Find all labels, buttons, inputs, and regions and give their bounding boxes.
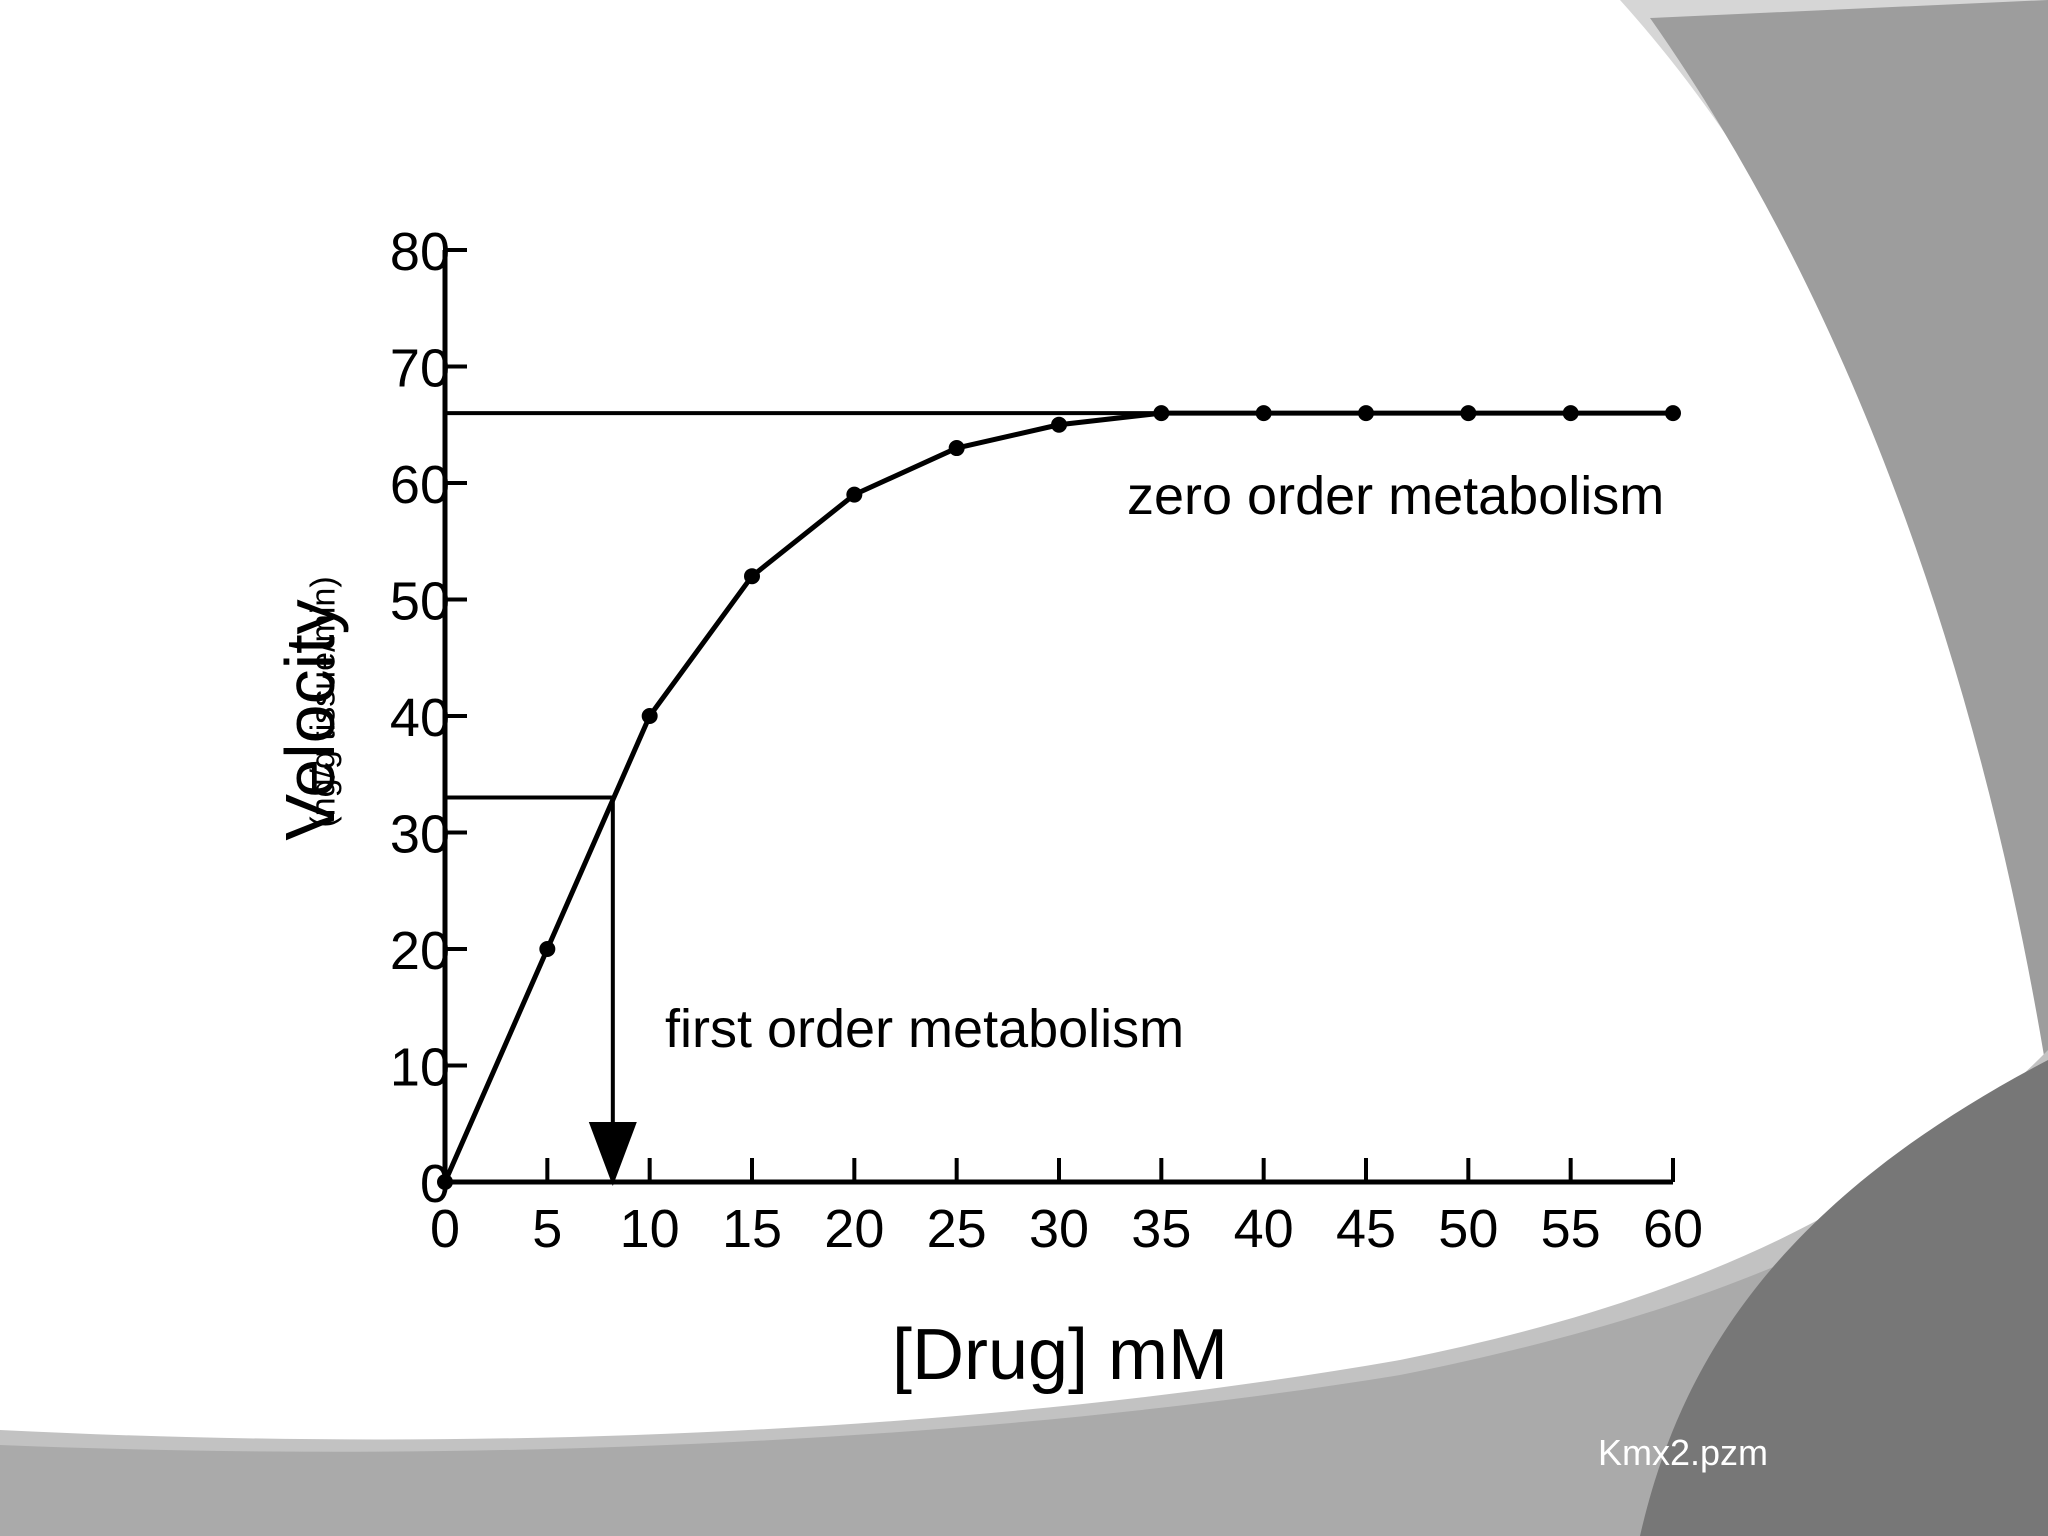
data-point <box>1562 405 1579 422</box>
data-point <box>641 708 658 724</box>
data-point <box>846 486 863 503</box>
y-tick-label: 70 <box>390 339 450 399</box>
y-axis-unit-label: (ng/g tissue/min) <box>304 576 343 828</box>
x-tick-label: 45 <box>1336 1199 1396 1259</box>
x-tick-label: 15 <box>722 1199 782 1259</box>
data-point <box>1153 405 1170 422</box>
annotation-zero-order: zero order metabolism <box>1127 466 1665 526</box>
y-tick-label: 30 <box>390 805 450 865</box>
series-line <box>437 405 1681 1190</box>
x-tick-label: 40 <box>1234 1199 1294 1259</box>
reference-lines <box>445 411 1673 1186</box>
x-axis-label: [Drug] mM <box>891 1315 1229 1395</box>
x-tick-label: 25 <box>927 1199 987 1259</box>
y-tick-label: 60 <box>390 455 450 515</box>
x-tick-label: 5 <box>532 1199 562 1259</box>
y-tick-label: 40 <box>390 688 450 748</box>
x-tick-label: 60 <box>1643 1199 1703 1259</box>
axes <box>442 248 1675 1185</box>
data-point <box>948 440 965 457</box>
x-tick-label: 50 <box>1438 1199 1498 1259</box>
y-tick-label: 50 <box>390 572 450 632</box>
footer-filename: Kmx2.pzm <box>1598 1432 1769 1473</box>
y-tick-label: 0 <box>420 1154 450 1214</box>
annotation-first-order: first order metabolism <box>665 999 1185 1059</box>
data-point <box>437 1174 453 1190</box>
x-tick-label: 55 <box>1541 1199 1601 1259</box>
x-tick-label: 10 <box>620 1199 680 1259</box>
data-line <box>442 410 1673 1184</box>
x-tick-label: 30 <box>1029 1199 1089 1259</box>
data-point <box>1460 405 1477 422</box>
data-point <box>1358 405 1374 422</box>
x-tick-label: 0 <box>430 1199 460 1259</box>
y-tick-label: 10 <box>390 1038 450 1098</box>
data-point <box>1665 405 1681 422</box>
data-point <box>539 941 556 957</box>
data-point <box>1051 416 1067 433</box>
data-point <box>1255 405 1272 422</box>
data-point <box>744 568 760 585</box>
y-tick-label: 20 <box>390 921 450 981</box>
x-tick-label: 35 <box>1131 1199 1191 1259</box>
bottom-band-mid <box>0 1100 2048 1536</box>
km-arrowhead <box>588 1122 637 1186</box>
x-tick-label: 20 <box>824 1199 884 1259</box>
tick-labels: 0 5 10 15 20 25 30 35 40 45 50 55 60 0 10 20 30 40 50 60 70 8… <box>390 222 1703 1259</box>
y-tick-label: 80 <box>390 222 450 282</box>
corner-shape-dark <box>1640 1060 2048 1536</box>
corner-shape-mid <box>1650 0 2048 1080</box>
